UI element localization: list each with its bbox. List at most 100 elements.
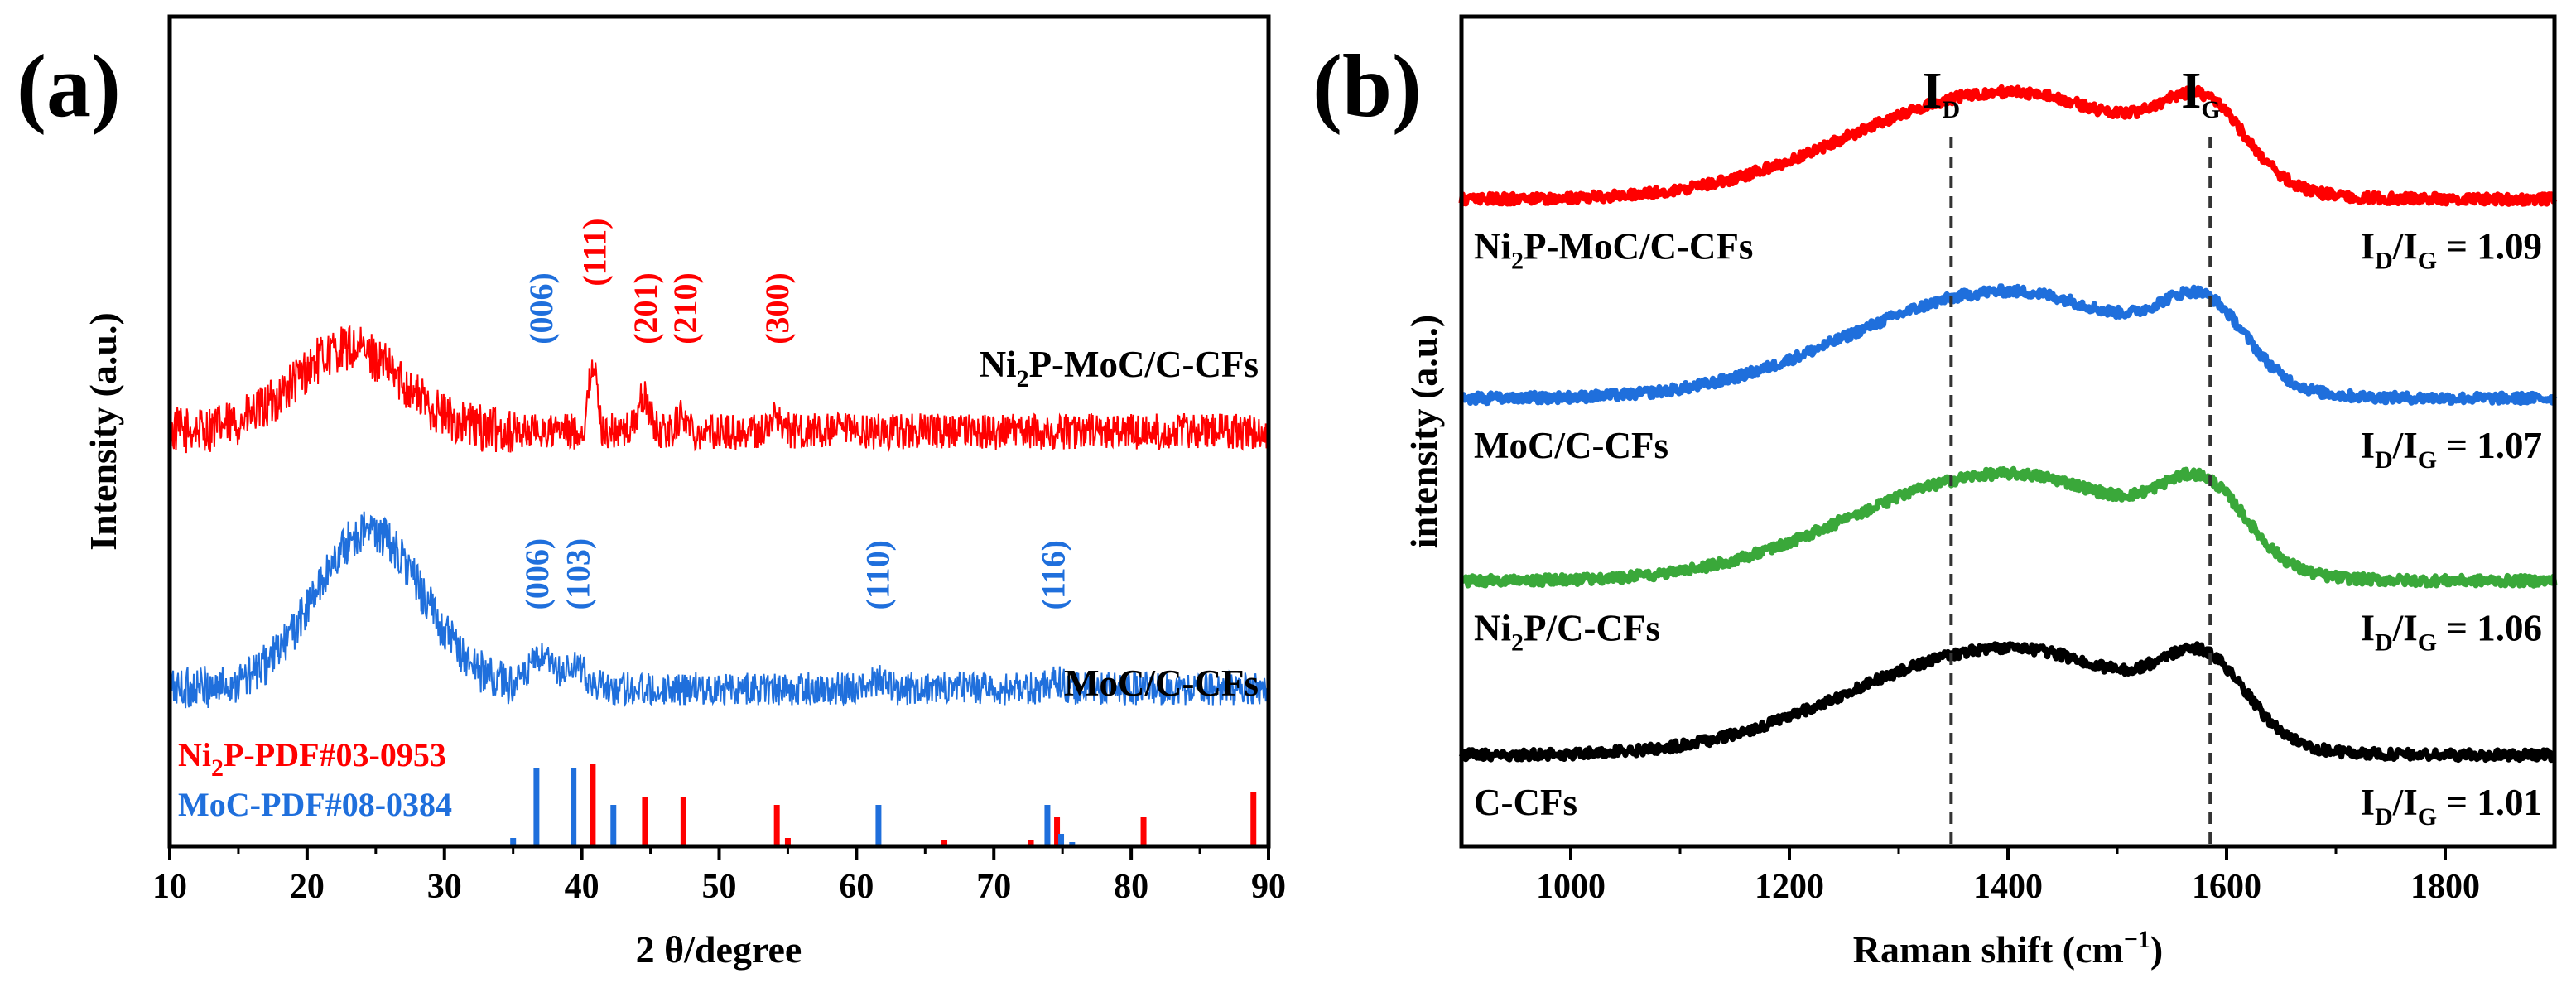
raman-ratio-label: ID/IG = 1.06 <box>2361 607 2542 656</box>
raman-x-tick-label: 1400 <box>1973 868 2043 906</box>
reference-label-moc: MoC-PDF#08-0384 <box>178 786 452 823</box>
raman-ratio-label: ID/IG = 1.09 <box>2361 225 2542 274</box>
raman-series-label-main: Ni <box>1474 607 1511 648</box>
raman-peak-marker-label-sub: G <box>2201 96 2220 123</box>
raman-x-tick-label: 1800 <box>2410 868 2480 906</box>
reference-labels: Ni2P-PDF#03-0953 MoC-PDF#08-0384 <box>178 736 452 823</box>
raman-series-label-main: MoC/C-CFs <box>1474 425 1668 466</box>
raman-ratio-part: G <box>2418 803 2437 831</box>
raman-ratio-part: = 1.09 <box>2437 225 2542 267</box>
panel-label-b: (b) <box>1312 37 1422 136</box>
raman-ratio-part: /I <box>2392 782 2418 823</box>
raman-series-label-main: C-CFs <box>1474 782 1577 823</box>
raman-ratio-part: I <box>2361 425 2376 466</box>
xrd-peak-label: (201) <box>627 272 664 344</box>
xrd-series-label-moc: MoC/C-CFs <box>1064 662 1259 704</box>
raman-ratio-part: /I <box>2392 225 2418 267</box>
xrd-curves <box>169 325 1269 709</box>
xrd-peak-labels: (006)(111)(201) (210) (300)(006) (103) (110)… <box>518 218 1072 609</box>
raman-series-label: Ni2P/C-CFs <box>1474 607 1660 656</box>
xrd-series-line <box>169 511 1269 709</box>
raman-peak-marker-label: IG <box>2181 63 2220 123</box>
raman-ratio-part: I <box>2361 782 2376 823</box>
panel-label-a: (a) <box>17 37 121 136</box>
raman-series-label-sub: 2 <box>1511 629 1524 656</box>
xrd-panel: (a) (006)(111)(201) (210) (300)(006) (103)(… <box>17 14 1286 971</box>
raman-x-tick-label: 1000 <box>1536 868 1606 906</box>
raman-x-ticks: 1000 1200 1400 1600 1800 <box>1536 846 2480 906</box>
xrd-series-label-ni2p-moc: Ni2P-MoC/C-CFs <box>980 344 1259 393</box>
raman-series-label-rest: P-MoC/C-CFs <box>1524 225 1753 267</box>
xrd-x-tick-label: 40 <box>565 868 599 906</box>
xrd-x-tick-label: 30 <box>427 868 462 906</box>
reference-patterns <box>510 764 1257 846</box>
raman-ratio-part: D <box>2375 803 2393 831</box>
raman-x-tick-label: 1600 <box>2192 868 2261 906</box>
raman-series-line <box>1458 84 2558 207</box>
reference-label-ni2p: Ni2P-PDF#03-0953 <box>178 736 446 782</box>
xrd-series-labels: Ni2P-MoC/C-CFs MoC/C-CFs <box>980 344 1259 704</box>
reference-label-ni2p-sub: 2 <box>211 754 224 782</box>
raman-ratio-part: /I <box>2392 607 2418 648</box>
xrd-x-tick-label: 50 <box>702 868 737 906</box>
raman-panel: (b) ID IG Ni2P-MoC/C-CFs ID/IG = 1.09MoC/C… <box>1312 14 2558 971</box>
raman-curves <box>1458 84 2558 764</box>
raman-series-label: Ni2P-MoC/C-CFs <box>1474 225 1753 274</box>
raman-series-label: MoC/C-CFs <box>1474 425 1668 466</box>
xrd-peak-label: (103) <box>560 538 597 610</box>
raman-peak-marker-label-main: I <box>2181 63 2201 119</box>
raman-ratio-part: I <box>2361 607 2376 648</box>
raman-ratio-part: = 1.01 <box>2437 782 2542 823</box>
raman-x-axis-title-end: ) <box>2150 928 2163 971</box>
raman-ratio-part: G <box>2418 247 2437 274</box>
raman-ratio-part: D <box>2375 446 2393 474</box>
raman-ratio-part: = 1.07 <box>2437 425 2542 466</box>
raman-series-line <box>1459 465 2558 589</box>
xrd-peak-label: (110) <box>859 540 896 609</box>
raman-x-axis-title-sup: −1 <box>2124 926 2150 953</box>
raman-series-label: C-CFs <box>1474 782 1577 823</box>
xrd-series-label-ni2p-moc-main: Ni <box>980 344 1017 385</box>
xrd-peak-label: (300) <box>758 272 796 344</box>
xrd-x-tick-label: 20 <box>290 868 325 906</box>
raman-x-axis-title-main: Raman shift (cm <box>1853 928 2124 971</box>
raman-ratio-part: D <box>2375 247 2393 274</box>
raman-ratio-part: I <box>2361 225 2376 267</box>
raman-ratio-part: D <box>2375 629 2393 656</box>
reference-label-moc-main: MoC-PDF#08-0384 <box>178 786 452 823</box>
xrd-series-label-ni2p-moc-rest: P-MoC/C-CFs <box>1029 344 1259 385</box>
raman-series-label-main: Ni <box>1474 225 1511 267</box>
raman-ratio-part: /I <box>2392 425 2418 466</box>
raman-x-tick-label: 1200 <box>1755 868 1824 906</box>
raman-ratio-part: G <box>2418 446 2437 474</box>
xrd-peak-label: (006) <box>518 538 556 610</box>
xrd-x-ticks: 10 20 30 40 50 60 70 80 90 <box>152 846 1286 906</box>
xrd-peak-label: (111) <box>576 218 614 286</box>
raman-ratio-label: ID/IG = 1.01 <box>2361 782 2542 831</box>
xrd-peak-label: (210) <box>667 272 704 344</box>
xrd-series-label-ni2p-moc-sub: 2 <box>1017 365 1029 393</box>
reference-label-ni2p-rest: P-PDF#03-0953 <box>224 736 446 773</box>
xrd-x-axis-title: 2 θ/degree <box>636 928 802 971</box>
reference-label-ni2p-main: Ni <box>178 736 211 773</box>
raman-x-axis-title: Raman shift (cm−1) <box>1853 926 2164 971</box>
xrd-x-tick-label: 10 <box>152 868 187 906</box>
xrd-series-label-moc-main: MoC/C-CFs <box>1064 662 1259 704</box>
raman-peak-marker-label-sub: D <box>1943 96 1961 123</box>
xrd-x-tick-label: 90 <box>1251 868 1286 906</box>
raman-series-line <box>1458 641 2557 764</box>
xrd-series-line <box>169 325 1269 454</box>
xrd-peak-label: (116) <box>1035 540 1072 609</box>
xrd-x-tick-label: 80 <box>1114 868 1148 906</box>
raman-series-line <box>1459 283 2558 407</box>
raman-peak-marker-label-main: I <box>1922 63 1942 119</box>
raman-peak-markers: ID IG <box>1922 63 2221 846</box>
xrd-x-tick-label: 60 <box>839 868 874 906</box>
raman-series-label-sub: 2 <box>1511 247 1524 274</box>
raman-series-label-rest: P/C-CFs <box>1524 607 1660 648</box>
raman-y-axis-title: intensity (a.u.) <box>1403 315 1445 548</box>
raman-peak-marker-label: ID <box>1922 63 1960 123</box>
xrd-x-tick-label: 70 <box>976 868 1011 906</box>
